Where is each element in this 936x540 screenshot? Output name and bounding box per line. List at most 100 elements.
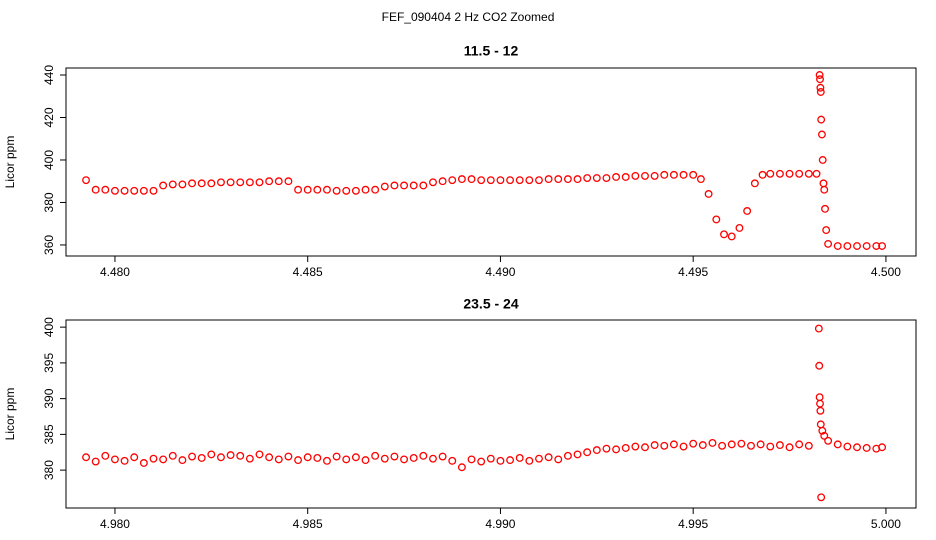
point bbox=[139, 186, 148, 195]
point bbox=[323, 456, 331, 465]
point bbox=[448, 456, 457, 465]
point bbox=[650, 441, 659, 450]
point bbox=[226, 451, 235, 460]
point bbox=[631, 442, 640, 451]
point bbox=[390, 181, 399, 190]
point bbox=[255, 178, 264, 187]
point bbox=[284, 177, 293, 186]
point bbox=[843, 442, 852, 451]
point bbox=[554, 175, 563, 184]
point bbox=[236, 451, 245, 460]
point bbox=[592, 446, 601, 455]
y-tick-label: 360 bbox=[42, 235, 56, 255]
point bbox=[429, 454, 437, 463]
point bbox=[82, 176, 90, 185]
point bbox=[660, 170, 669, 179]
point bbox=[496, 176, 505, 185]
point bbox=[274, 177, 283, 186]
point bbox=[409, 454, 418, 462]
point bbox=[159, 181, 168, 190]
point bbox=[265, 177, 274, 186]
point bbox=[486, 176, 495, 185]
point bbox=[833, 242, 842, 250]
point bbox=[544, 453, 553, 462]
point bbox=[139, 459, 148, 467]
point bbox=[351, 186, 360, 195]
point bbox=[390, 452, 399, 461]
point bbox=[149, 186, 158, 195]
point bbox=[820, 431, 829, 440]
point bbox=[621, 173, 630, 181]
point bbox=[188, 452, 197, 461]
panel-title: 11.5 - 12 bbox=[464, 43, 519, 59]
y-tick-label: 400 bbox=[42, 150, 56, 170]
point bbox=[804, 441, 813, 450]
point bbox=[168, 451, 177, 460]
point bbox=[294, 456, 303, 465]
point bbox=[371, 185, 380, 194]
point bbox=[878, 443, 887, 452]
point bbox=[816, 406, 825, 415]
point bbox=[380, 182, 389, 191]
point bbox=[573, 450, 582, 459]
y-tick-label: 395 bbox=[42, 353, 56, 373]
point bbox=[178, 180, 187, 189]
point bbox=[821, 204, 829, 213]
point bbox=[245, 454, 254, 463]
point bbox=[621, 444, 630, 452]
point bbox=[737, 439, 746, 448]
point bbox=[506, 456, 515, 465]
point bbox=[477, 457, 486, 466]
point bbox=[563, 451, 572, 460]
y-axis-label: Licor ppm bbox=[3, 388, 17, 441]
point bbox=[775, 441, 784, 450]
point bbox=[361, 185, 370, 194]
x-tick-label: 4.990 bbox=[485, 517, 515, 531]
point bbox=[400, 455, 409, 464]
point bbox=[862, 444, 871, 452]
point bbox=[101, 451, 110, 460]
point bbox=[766, 169, 775, 178]
point bbox=[130, 453, 139, 462]
x-tick-label: 4.480 bbox=[100, 265, 130, 279]
point bbox=[815, 71, 824, 79]
y-tick-label: 440 bbox=[42, 65, 56, 85]
point bbox=[817, 493, 826, 502]
point bbox=[467, 455, 476, 464]
point bbox=[689, 439, 698, 448]
x-tick-label: 4.980 bbox=[100, 517, 130, 531]
point bbox=[438, 177, 447, 186]
point bbox=[756, 440, 765, 449]
point bbox=[853, 443, 861, 452]
point bbox=[535, 176, 543, 185]
point bbox=[303, 185, 312, 194]
point bbox=[815, 361, 824, 370]
point bbox=[704, 190, 713, 198]
point bbox=[120, 456, 129, 465]
point bbox=[120, 186, 129, 195]
point bbox=[708, 439, 717, 447]
point bbox=[525, 176, 534, 185]
point bbox=[818, 426, 827, 435]
point bbox=[255, 450, 264, 459]
point bbox=[159, 455, 168, 464]
point bbox=[245, 178, 254, 187]
point bbox=[515, 176, 524, 185]
y-tick-label: 400 bbox=[42, 317, 56, 337]
point bbox=[816, 75, 824, 84]
point bbox=[438, 452, 447, 461]
figure-title: FEF_090404 2 Hz CO2 Zoomed bbox=[382, 10, 555, 24]
point bbox=[820, 185, 829, 194]
point bbox=[506, 176, 515, 185]
point bbox=[583, 174, 592, 182]
point bbox=[303, 453, 312, 462]
point bbox=[313, 454, 322, 462]
point bbox=[111, 186, 119, 195]
point bbox=[361, 456, 370, 465]
point bbox=[419, 181, 428, 190]
point bbox=[351, 453, 360, 462]
point bbox=[496, 456, 505, 465]
point bbox=[371, 451, 380, 460]
point bbox=[525, 456, 534, 465]
point bbox=[457, 463, 466, 472]
